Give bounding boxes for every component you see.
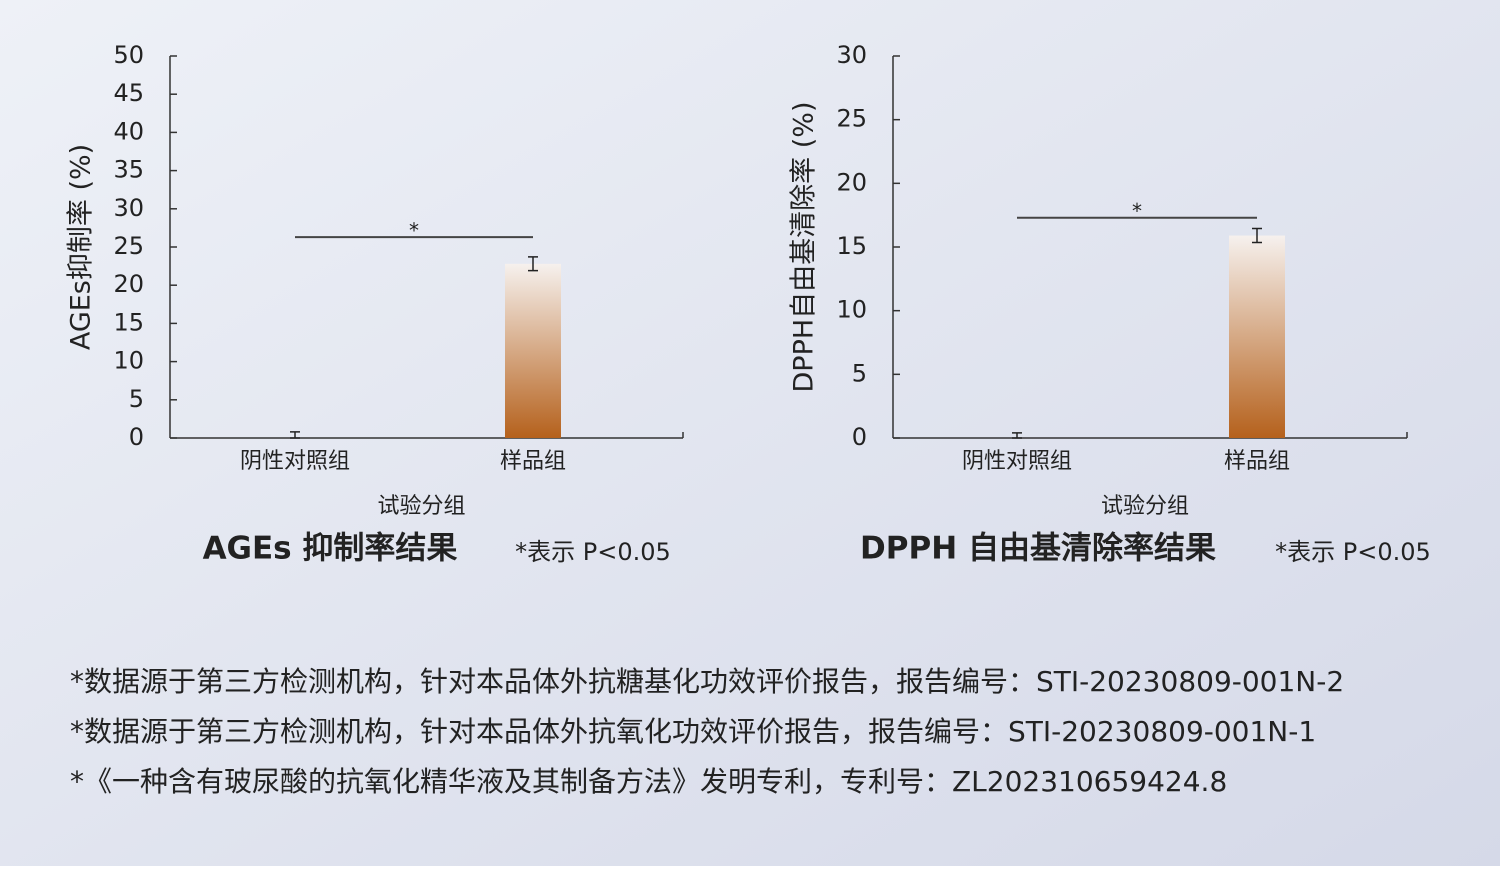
x-axis-label: 试验分组 bbox=[377, 494, 465, 519]
y-tick-label: 15 bbox=[836, 232, 867, 260]
y-tick-label: 40 bbox=[113, 117, 144, 145]
error-bar bbox=[1012, 432, 1022, 439]
y-tick-label: 0 bbox=[129, 423, 144, 451]
x-axis-label: 试验分组 bbox=[1101, 494, 1189, 519]
y-tick-label: 50 bbox=[113, 41, 144, 69]
y-tick-label: 10 bbox=[836, 296, 867, 324]
y-tick-label: 45 bbox=[113, 79, 144, 107]
chart-note: *表示 P<0.05 bbox=[515, 538, 671, 566]
footnote: *数据源于第三方检测机构，针对本品体外抗氧化功效评价报告，报告编号：STI-20… bbox=[70, 715, 1316, 748]
x-tick-label: 阴性对照组 bbox=[962, 449, 1072, 474]
y-tick-label: 0 bbox=[852, 423, 867, 451]
bar bbox=[1229, 235, 1285, 438]
y-tick-label: 5 bbox=[852, 359, 867, 387]
error-bar bbox=[528, 256, 538, 272]
chart-title: AGEs 抑制率结果 bbox=[203, 531, 458, 567]
footnote: *《一种含有玻尿酸的抗氧化精华液及其制备方法》发明专利，专利号：ZL202310… bbox=[70, 765, 1227, 798]
error-bar bbox=[1252, 227, 1262, 244]
y-tick-label: 5 bbox=[129, 385, 144, 413]
y-tick-label: 25 bbox=[113, 232, 144, 260]
y-tick-label: 15 bbox=[113, 308, 144, 336]
x-tick-label: 阴性对照组 bbox=[240, 449, 350, 474]
x-tick-label: 样品组 bbox=[1224, 449, 1290, 474]
y-axis-label: AGEs抑制率 (%) bbox=[66, 144, 97, 350]
y-tick-label: 30 bbox=[113, 194, 144, 222]
y-tick-label: 30 bbox=[836, 41, 867, 69]
footnote: *数据源于第三方检测机构，针对本品体外抗糖基化功效评价报告，报告编号：STI-2… bbox=[70, 665, 1344, 698]
significance-label: * bbox=[1132, 199, 1142, 223]
bottom-strip bbox=[0, 866, 1500, 876]
y-tick-label: 20 bbox=[113, 270, 144, 298]
y-tick-label: 25 bbox=[836, 105, 867, 133]
y-tick-label: 10 bbox=[113, 347, 144, 375]
significance-label: * bbox=[409, 219, 419, 243]
chart-title: DPPH 自由基清除率结果 bbox=[860, 531, 1216, 567]
y-tick-label: 20 bbox=[836, 168, 867, 196]
y-axis-label: DPPH自由基清除率 (%) bbox=[789, 102, 820, 393]
error-bar bbox=[290, 431, 300, 439]
y-tick-label: 35 bbox=[113, 156, 144, 184]
bar bbox=[505, 263, 561, 438]
x-tick-label: 样品组 bbox=[500, 449, 566, 474]
chart-note: *表示 P<0.05 bbox=[1275, 538, 1431, 566]
